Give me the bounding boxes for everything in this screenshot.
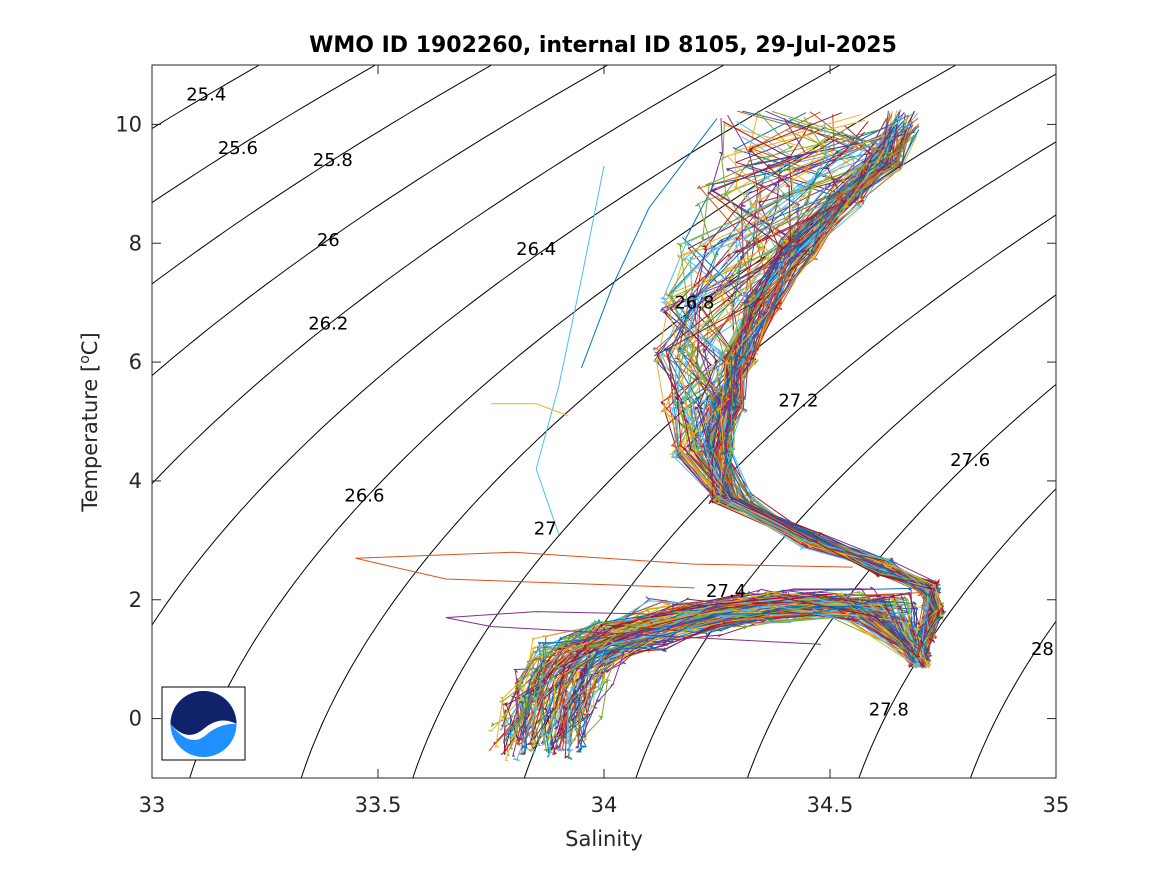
y-tick-label: 6 bbox=[129, 350, 142, 374]
profile-line bbox=[563, 137, 939, 743]
profile-line bbox=[355, 551, 853, 589]
isopycnal-line bbox=[152, 65, 261, 130]
x-axis-label: Salinity bbox=[565, 827, 643, 851]
contour-label: 26.8 bbox=[674, 293, 714, 314]
y-tick-label: 10 bbox=[115, 112, 142, 136]
x-tick-label: 34 bbox=[591, 793, 618, 817]
isopycnal-line bbox=[152, 65, 725, 485]
isopycnal-line bbox=[746, 383, 1056, 778]
contour-label: 27 bbox=[534, 518, 557, 539]
profile-line bbox=[445, 611, 822, 645]
x-tick-label: 35 bbox=[1043, 793, 1070, 817]
profile-line bbox=[535, 165, 605, 535]
profile-line bbox=[527, 116, 934, 746]
profile-line bbox=[580, 118, 718, 369]
x-tick-label: 33.5 bbox=[355, 793, 402, 817]
y-tick-label: 8 bbox=[129, 231, 142, 255]
isopycnal-line bbox=[969, 620, 1056, 778]
isopycnal-line bbox=[152, 65, 493, 285]
isopycnal-line bbox=[152, 65, 377, 204]
y-label-sup: o bbox=[77, 355, 93, 364]
contour-label: 25.8 bbox=[313, 150, 353, 171]
isopycnal-line bbox=[858, 488, 1056, 778]
contour-label: 26.4 bbox=[516, 239, 556, 260]
profile-line bbox=[509, 118, 944, 741]
contour-label: 25.4 bbox=[186, 85, 226, 106]
y-tick-label: 2 bbox=[129, 588, 142, 612]
profile-line bbox=[551, 127, 939, 744]
axis-ticks: 33 33.5 34 34.5 35 0 2 4 6 8 10 bbox=[115, 65, 1069, 817]
profiles bbox=[355, 109, 947, 762]
contour-label: 27.8 bbox=[869, 700, 909, 721]
profile-line bbox=[511, 124, 938, 733]
profile-line bbox=[512, 137, 930, 762]
contour-label: 26.2 bbox=[308, 313, 348, 334]
profile-line bbox=[540, 123, 938, 758]
contour-label: 27.2 bbox=[778, 391, 818, 412]
contour-labels: 25.4 25.6 25.8 26 26.2 26.4 26.6 26.8 27 27.2 27.4… bbox=[186, 85, 1054, 721]
isopycnal-line bbox=[152, 65, 842, 626]
profile-line bbox=[509, 127, 937, 750]
y-tick-label: 0 bbox=[129, 707, 142, 731]
profile-line bbox=[533, 121, 941, 739]
chart-title: WMO ID 1902260, internal ID 8105, 29-Jul… bbox=[309, 33, 897, 58]
y-label-main: Temperature [ bbox=[78, 364, 102, 513]
contour-label: 27.6 bbox=[950, 450, 990, 471]
noaa-logo-icon bbox=[161, 686, 246, 761]
contour-label: 26 bbox=[317, 230, 340, 251]
y-axis-label: Temperature [oC] bbox=[77, 332, 102, 512]
profile-line bbox=[491, 403, 568, 417]
contour-label: 27.4 bbox=[706, 581, 746, 602]
profile-line bbox=[503, 114, 942, 744]
contour-label: 26.6 bbox=[344, 486, 384, 507]
x-tick-label: 34.5 bbox=[807, 793, 854, 817]
isopycnal-line bbox=[635, 294, 1056, 778]
contour-label: 28 bbox=[1031, 639, 1054, 660]
y-label-end: C] bbox=[78, 332, 102, 355]
isopycnal-line bbox=[300, 73, 1056, 778]
x-tick-label: 33 bbox=[139, 793, 166, 817]
contour-label: 25.6 bbox=[218, 138, 258, 159]
y-tick-label: 4 bbox=[129, 469, 142, 493]
isopycnal-line bbox=[152, 65, 609, 377]
profile-line bbox=[559, 126, 938, 750]
